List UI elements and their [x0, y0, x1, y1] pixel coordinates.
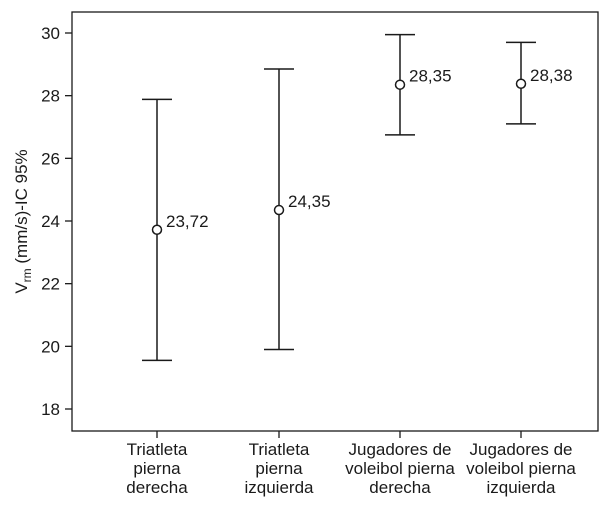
mean-value-label: 23,72: [166, 212, 209, 231]
y-axis-title: Vrm (mm/s)-IC 95%: [12, 149, 34, 293]
y-tick-label: 22: [41, 275, 60, 294]
mean-point: [394, 79, 406, 90]
x-category-line: voleibol pierna: [466, 459, 576, 478]
x-category-line: Jugadores de: [348, 440, 451, 459]
x-category-line: Triatleta: [249, 440, 310, 459]
y-tick-label: 30: [41, 24, 60, 43]
y-axis-title-rest: (mm/s)-IC 95%: [12, 149, 31, 268]
x-category-line: izquierda: [245, 478, 315, 497]
x-category-line: Jugadores de: [469, 440, 572, 459]
x-category-label: Triatleta pierna derecha: [126, 440, 188, 497]
x-category-line: derecha: [126, 478, 188, 497]
mean-point: [151, 224, 163, 236]
x-category-line: derecha: [369, 478, 431, 497]
mean-point: [515, 78, 527, 90]
x-category-label: Jugadores de voleibol pierna derecha: [345, 440, 455, 497]
mean-value-label: 28,35: [409, 67, 452, 86]
mean-value-label: 28,38: [530, 66, 573, 85]
y-tick-label: 24: [41, 212, 60, 231]
y-tick-label: 18: [41, 400, 60, 419]
x-category-line: pierna: [133, 459, 181, 478]
mean-point: [273, 204, 285, 216]
y-axis-title-group: Vrm (mm/s)-IC 95%: [12, 149, 34, 293]
mean-value-label: 24,35: [288, 192, 331, 211]
x-category-line: Triatleta: [127, 440, 188, 459]
x-category-line: voleibol pierna: [345, 459, 455, 478]
y-axis-title-subscript: rm: [20, 268, 34, 282]
x-category-line: izquierda: [487, 478, 557, 497]
y-axis-title-main: V: [12, 282, 31, 294]
y-tick-label: 28: [41, 87, 60, 106]
error-bars: 23,72 24,35 28,35 28,38: [142, 33, 573, 362]
x-category-label: Triatleta pierna izquierda: [245, 440, 315, 497]
y-tick-label: 20: [41, 337, 60, 356]
x-category-line: pierna: [255, 459, 303, 478]
y-tick-label: 26: [41, 149, 60, 168]
plot-frame: [71, 11, 599, 432]
x-category-label: Jugadores de voleibol pierna izquierda: [466, 440, 576, 497]
